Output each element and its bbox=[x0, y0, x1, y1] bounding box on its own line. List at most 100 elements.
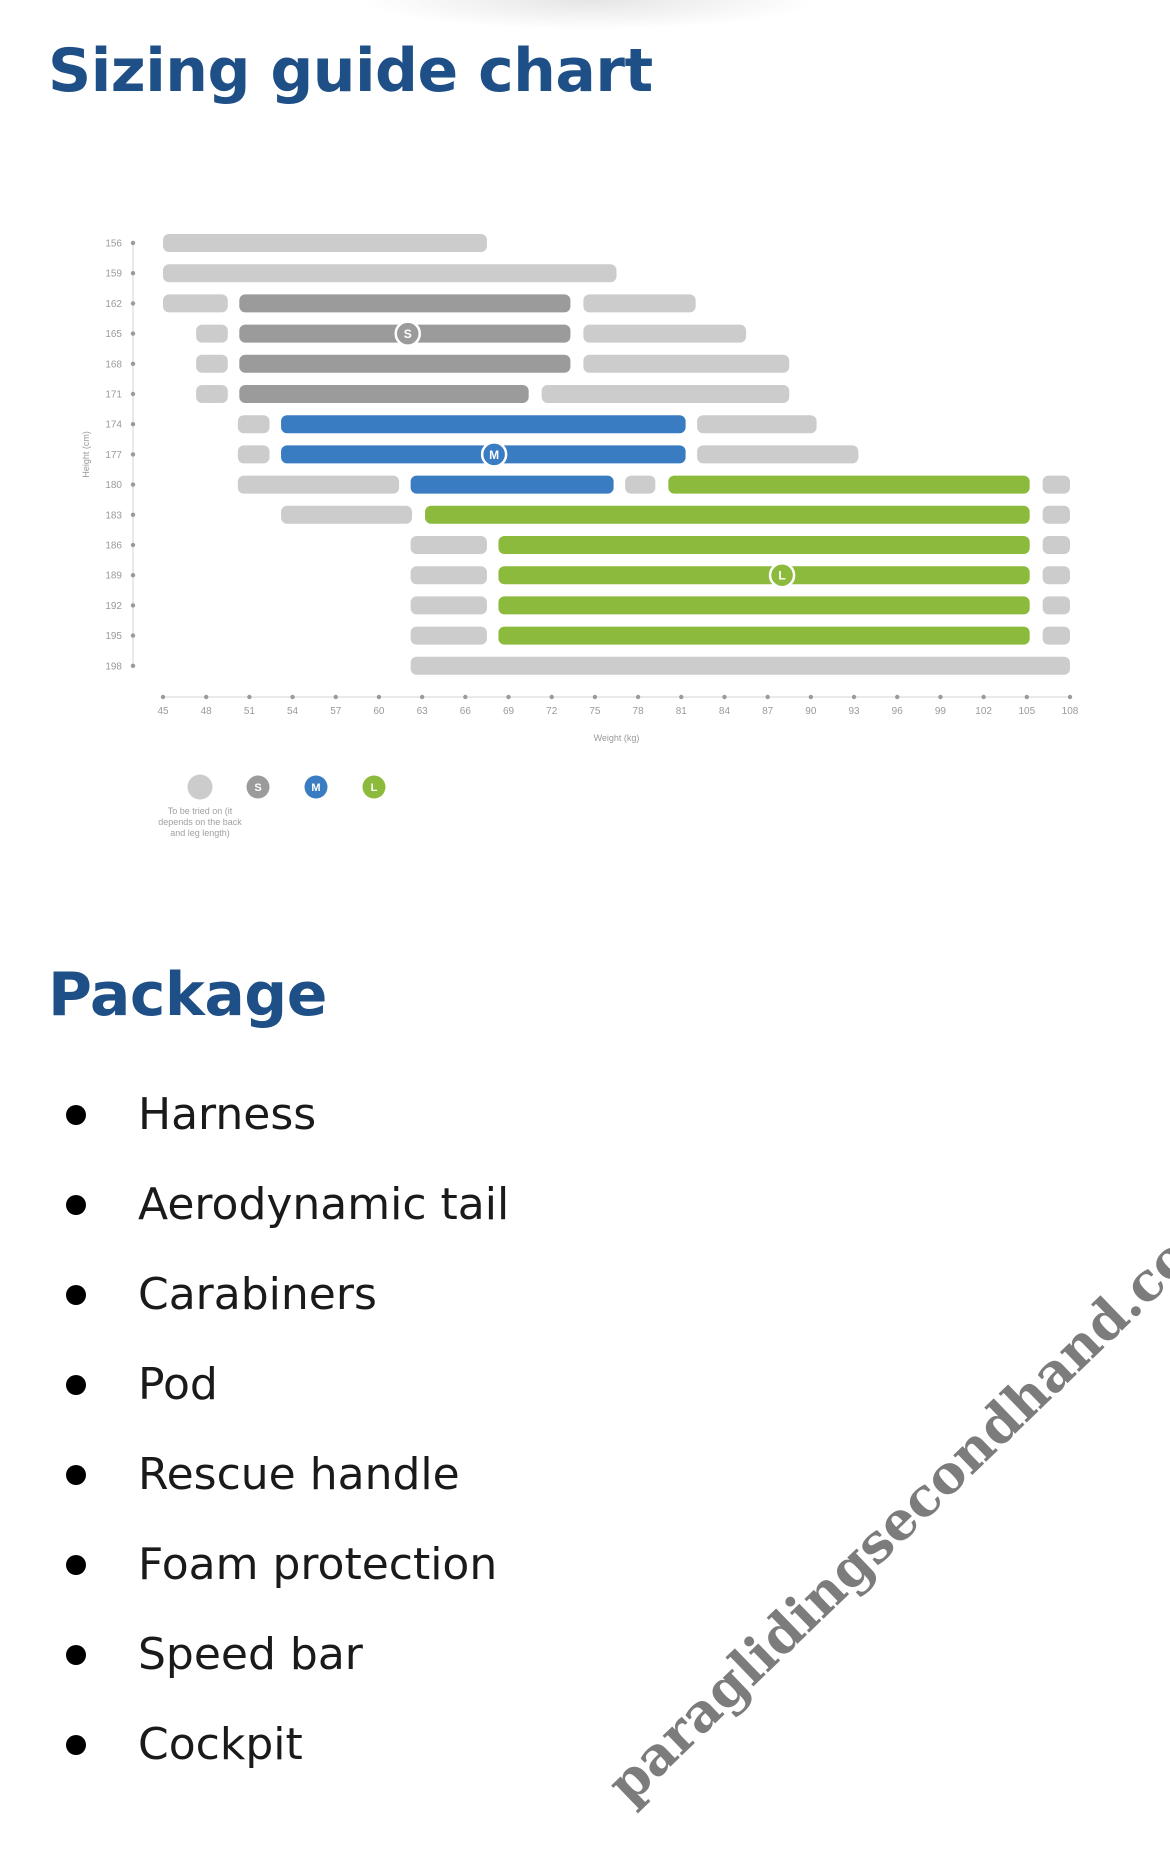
list-item-label: Pod bbox=[138, 1359, 218, 1410]
x-tick-label: 51 bbox=[244, 706, 256, 717]
y-tick-dot bbox=[130, 542, 136, 548]
bar-try bbox=[196, 385, 228, 403]
x-tick-dot bbox=[1067, 694, 1073, 700]
y-tick-label: 177 bbox=[105, 450, 122, 461]
y-tick-dot bbox=[130, 663, 136, 668]
list-item-label: Harness bbox=[138, 1089, 317, 1140]
y-tick-label: 183 bbox=[105, 510, 122, 521]
x-tick-dot bbox=[160, 694, 166, 700]
bar-size-l bbox=[498, 626, 1030, 645]
bar-try bbox=[1042, 566, 1070, 585]
y-tick-label: 171 bbox=[105, 390, 122, 401]
legend-label: To be tried on (it depends on the back and… bbox=[158, 806, 242, 838]
bar-try bbox=[163, 234, 487, 252]
x-tick-dot bbox=[290, 694, 295, 700]
x-tick-label: 66 bbox=[460, 706, 472, 717]
y-tick-dot bbox=[130, 603, 136, 608]
x-tick-dot bbox=[247, 694, 252, 700]
legend-swatch-l bbox=[362, 775, 386, 799]
x-tick-label: 75 bbox=[589, 706, 601, 717]
bar-try bbox=[281, 505, 413, 524]
bullet-icon bbox=[66, 1465, 86, 1485]
x-tick-dot bbox=[981, 694, 986, 700]
y-tick-dot bbox=[130, 391, 136, 397]
bar-size-l bbox=[668, 475, 1030, 494]
x-tick-dot bbox=[506, 694, 511, 700]
x-tick-dot bbox=[722, 694, 727, 700]
bar-size-l bbox=[498, 596, 1030, 615]
x-tick-dot bbox=[333, 694, 338, 700]
bar-try bbox=[410, 596, 487, 615]
x-tick-label: 45 bbox=[157, 706, 169, 717]
legend-swatch-m bbox=[304, 775, 328, 799]
x-tick-label: 54 bbox=[287, 706, 299, 717]
bar-size-l bbox=[498, 536, 1030, 554]
list-item: Speed bar bbox=[0, 1625, 700, 1715]
bar-try bbox=[1042, 505, 1070, 524]
x-tick-label: 99 bbox=[935, 706, 947, 717]
bar-try bbox=[1042, 596, 1070, 615]
y-tick-label: 186 bbox=[105, 541, 122, 552]
y-axis-label: Height (cm) bbox=[81, 431, 91, 478]
bar-try bbox=[583, 324, 747, 343]
bar-try bbox=[1042, 475, 1070, 494]
list-item: Cockpit bbox=[0, 1715, 700, 1805]
x-tick-label: 90 bbox=[805, 706, 817, 717]
list-item-label: Foam protection bbox=[138, 1539, 498, 1590]
bar-try bbox=[196, 354, 228, 373]
x-tick-label: 87 bbox=[762, 706, 774, 717]
y-tick-dot bbox=[130, 271, 136, 276]
x-tick-dot bbox=[635, 694, 641, 700]
bullet-icon bbox=[66, 1645, 86, 1665]
bar-size-l bbox=[498, 566, 1030, 585]
size-marker-m bbox=[480, 441, 508, 468]
x-tick-label: 69 bbox=[503, 706, 515, 717]
list-item-label: Cockpit bbox=[138, 1719, 303, 1770]
list-item: Harness bbox=[0, 1085, 700, 1175]
x-tick-label: 57 bbox=[330, 706, 342, 717]
list-item: Aerodynamic tail bbox=[0, 1175, 700, 1265]
x-tick-dot bbox=[765, 694, 770, 700]
list-item-label: Speed bar bbox=[138, 1629, 363, 1680]
y-tick-label: 159 bbox=[105, 269, 122, 280]
x-tick-label: 105 bbox=[1018, 706, 1035, 717]
legend-badge: S bbox=[254, 782, 261, 794]
y-tick-dot bbox=[130, 240, 136, 246]
package-title: Package bbox=[48, 960, 327, 1030]
y-tick-label: 168 bbox=[105, 359, 122, 370]
x-tick-dot bbox=[549, 694, 554, 700]
bar-size-s bbox=[239, 385, 529, 403]
bullet-icon bbox=[66, 1285, 86, 1305]
x-tick-dot bbox=[851, 694, 857, 700]
bar-try bbox=[163, 294, 228, 313]
list-item: Pod bbox=[0, 1355, 700, 1445]
bar-try bbox=[410, 656, 1071, 675]
bar-try bbox=[583, 354, 790, 373]
sizing-guide-title: Sizing guide chart bbox=[48, 36, 653, 106]
bar-size-s bbox=[239, 354, 571, 373]
x-tick-dot bbox=[419, 694, 425, 700]
x-tick-label: 78 bbox=[633, 706, 645, 717]
x-tick-dot bbox=[463, 694, 468, 700]
size-marker-s bbox=[394, 320, 421, 347]
y-tick-label: 156 bbox=[105, 239, 122, 250]
bullet-icon bbox=[66, 1195, 86, 1215]
y-tick-dot bbox=[130, 452, 136, 457]
bar-size-m bbox=[410, 475, 614, 494]
list-item-label: Rescue handle bbox=[138, 1449, 460, 1500]
list-item: Carabiners bbox=[0, 1265, 700, 1355]
x-tick-dot bbox=[1024, 694, 1030, 700]
legend-badge: L bbox=[371, 782, 378, 794]
sizing-chart: 156 159 162 165 168 171 174 177 180 183 186 189 192 1… bbox=[81, 234, 1079, 838]
bar-try bbox=[541, 385, 790, 403]
y-tick-dot bbox=[130, 482, 136, 487]
bar-size-m bbox=[281, 415, 686, 434]
bar-try bbox=[237, 475, 400, 494]
bar-try bbox=[196, 324, 228, 343]
size-marker-l bbox=[768, 561, 796, 589]
y-tick-dot bbox=[130, 301, 136, 306]
legend-swatch-s bbox=[246, 775, 270, 799]
y-tick-dot bbox=[130, 422, 136, 427]
y-tick-dot bbox=[130, 361, 136, 366]
x-tick-label: 93 bbox=[848, 706, 860, 717]
